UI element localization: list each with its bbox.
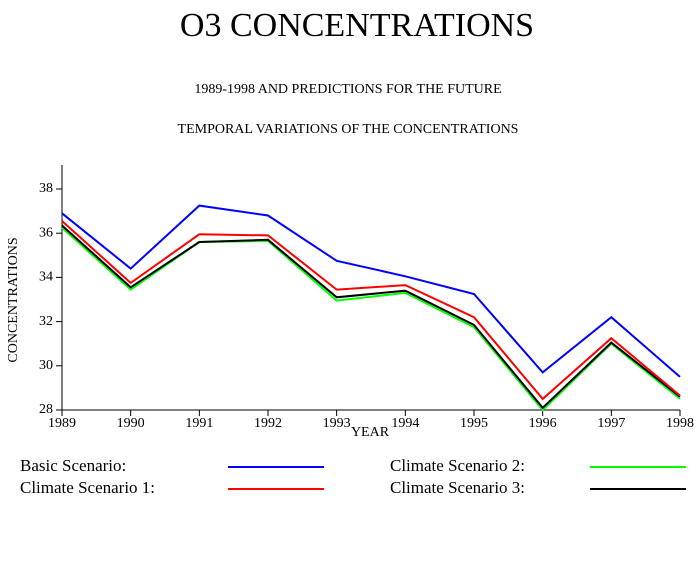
x-tick-label: 1994 (391, 416, 419, 431)
x-tick-label: 1998 (666, 416, 694, 431)
x-tick-label: 1993 (323, 416, 351, 431)
y-tick-label: 34 (39, 270, 53, 285)
series-line (61, 204, 681, 378)
x-tick-label: 1991 (185, 416, 213, 431)
legend-label: Basic Scenario: (20, 456, 126, 475)
series-line (61, 224, 681, 410)
legend-label: Climate Scenario 2: (390, 456, 525, 475)
x-tick-label: 1989 (48, 416, 76, 431)
series-line (61, 226, 681, 412)
y-tick-label: 38 (39, 181, 53, 196)
x-tick-label: 1996 (529, 416, 557, 431)
y-tick-label: 28 (39, 402, 53, 417)
y-tick-label: 36 (39, 225, 53, 240)
legend-label: Climate Scenario 3: (390, 478, 525, 497)
chart-subtitle: TEMPORAL VARIATIONS OF THE CONCENTRATION… (178, 122, 519, 137)
y-axis-label: CONCENTRATIONS (6, 237, 21, 362)
y-tick-label: 32 (39, 314, 53, 329)
x-tick-label: 1997 (597, 416, 625, 431)
series-line (61, 220, 681, 401)
x-axis-label: YEAR (351, 425, 390, 440)
chart-subtitle: 1989-1998 AND PREDICTIONS FOR THE FUTURE (194, 82, 501, 97)
x-tick-label: 1992 (254, 416, 282, 431)
y-tick-label: 30 (39, 358, 53, 373)
x-tick-label: 1990 (117, 416, 145, 431)
x-tick-label: 1995 (460, 416, 488, 431)
chart-title: O3 CONCENTRATIONS (180, 7, 534, 44)
legend-label: Climate Scenario 1: (20, 478, 155, 497)
